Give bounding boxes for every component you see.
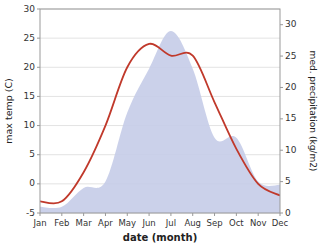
y-tick-label: 25 xyxy=(24,33,35,43)
y2-tick-label: 25 xyxy=(285,51,296,61)
tick xyxy=(83,213,84,216)
y2-tick-label: 10 xyxy=(285,145,297,155)
y2-tick-label: 15 xyxy=(285,113,296,123)
y-tick-label: 0 xyxy=(29,178,35,188)
tick xyxy=(40,213,41,216)
tick xyxy=(192,213,193,216)
y-tick-label: 10 xyxy=(24,120,36,130)
plot-area xyxy=(40,31,280,213)
y2-tick-label: 5 xyxy=(285,176,291,186)
tick xyxy=(37,154,40,155)
y-tick-label: -5 xyxy=(26,208,35,218)
x-tick-label: Jun xyxy=(141,218,155,228)
y2-tick-label: 20 xyxy=(285,82,297,92)
x-tick-label: Jan xyxy=(32,218,46,228)
tick xyxy=(236,213,237,216)
y2-tick-label: 0 xyxy=(285,208,291,218)
x-axis-label: date (month) xyxy=(123,232,197,243)
x-tick-label: Jul xyxy=(165,218,176,228)
x-tick-label: May xyxy=(118,218,136,228)
y-tick-label: 30 xyxy=(24,4,36,14)
precipitation-area xyxy=(40,31,280,213)
tick xyxy=(37,38,40,39)
y2-axis-label: med. precipitation (kg/m2) xyxy=(308,51,318,172)
tick xyxy=(214,213,215,216)
tick xyxy=(280,118,283,119)
tick xyxy=(258,213,259,216)
chart: -5 0 5 10 15 20 25 30 0 5 10 15 20 25 30 Jan Feb Mar Apr Ma… xyxy=(0,0,320,247)
y-axis-label: max temp (C) xyxy=(3,78,14,144)
tick xyxy=(127,213,128,216)
tick xyxy=(280,181,283,182)
tick xyxy=(280,213,281,216)
x-tick-label: Oct xyxy=(229,218,244,228)
tick xyxy=(280,87,283,88)
x-tick-label: Feb xyxy=(54,218,69,228)
tick xyxy=(37,183,40,184)
tick xyxy=(61,213,62,216)
tick xyxy=(280,24,283,25)
y-tick-label: 15 xyxy=(24,91,35,101)
tick xyxy=(37,125,40,126)
tick xyxy=(149,213,150,216)
y-tick-label: 20 xyxy=(24,62,36,72)
plot-frame xyxy=(40,9,280,213)
x-tick-label: Apr xyxy=(98,218,113,228)
tick xyxy=(37,96,40,97)
x-tick-label: Nov xyxy=(250,218,267,228)
tick xyxy=(37,67,40,68)
tick xyxy=(105,213,106,216)
tick xyxy=(280,56,283,57)
y-tick-label: 5 xyxy=(29,149,35,159)
x-tick-label: Dec xyxy=(272,218,289,228)
x-tick-label: Mar xyxy=(76,218,93,228)
x-tick-label: Sep xyxy=(207,218,223,228)
tick xyxy=(37,9,40,10)
grid-line xyxy=(40,38,280,39)
tick xyxy=(170,213,171,216)
tick xyxy=(280,150,283,151)
temperature-line xyxy=(40,44,280,204)
y2-tick-label: 30 xyxy=(285,19,297,29)
x-tick-label: Aug xyxy=(184,218,201,228)
